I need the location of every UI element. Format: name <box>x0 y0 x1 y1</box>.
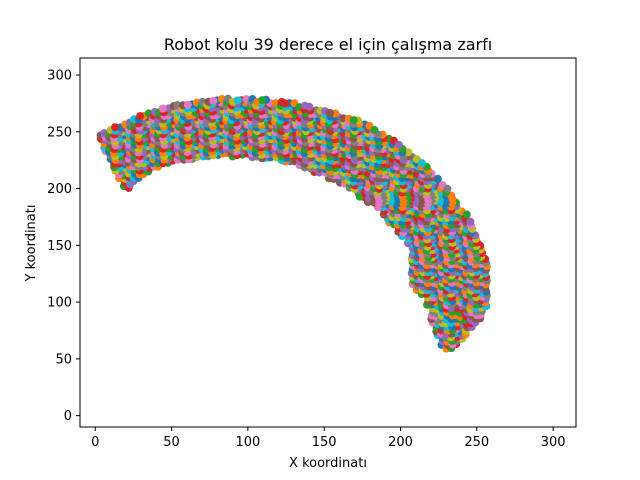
x-tick-label: 300 <box>541 435 566 450</box>
data-point <box>325 108 334 117</box>
data-point <box>209 96 218 105</box>
data-point <box>111 123 120 132</box>
data-point <box>277 98 286 107</box>
data-points <box>96 94 491 353</box>
data-point <box>233 96 242 105</box>
data-point <box>417 159 426 168</box>
x-tick-label: 200 <box>388 435 413 450</box>
data-point <box>394 140 403 149</box>
y-axis-label: Y koordinatı <box>24 205 39 283</box>
y-tick-label: 300 <box>47 69 72 84</box>
data-point <box>258 96 267 105</box>
data-point <box>462 210 471 219</box>
y-axis-ticks: 0 50 100 150 200 250 300 <box>47 69 80 424</box>
data-point <box>349 116 358 125</box>
data-point <box>183 100 192 109</box>
x-axis-label: X koordinatı <box>289 456 367 471</box>
chart-title: Robot kolu 39 derece el için çalışma zar… <box>164 35 492 54</box>
data-point <box>443 184 452 193</box>
y-tick-label: 50 <box>55 352 72 367</box>
x-tick-label: 50 <box>163 435 180 450</box>
data-point <box>466 217 475 226</box>
data-point <box>370 125 379 134</box>
y-tick-label: 150 <box>47 239 72 254</box>
x-tick-label: 250 <box>464 435 489 450</box>
y-tick-label: 200 <box>47 182 72 197</box>
data-point <box>433 174 442 183</box>
data-point <box>158 104 167 113</box>
data-point <box>301 101 310 110</box>
data-point <box>136 112 145 121</box>
y-tick-label: 100 <box>47 296 72 311</box>
y-tick-label: 250 <box>47 125 72 140</box>
x-tick-label: 150 <box>312 435 337 450</box>
y-tick-label: 0 <box>64 409 72 424</box>
x-tick-label: 100 <box>235 435 260 450</box>
plot-frame <box>79 57 577 428</box>
x-axis-ticks: 0 50 100 150 200 250 300 <box>91 427 566 450</box>
x-tick-label: 0 <box>91 435 99 450</box>
data-point <box>404 148 413 157</box>
